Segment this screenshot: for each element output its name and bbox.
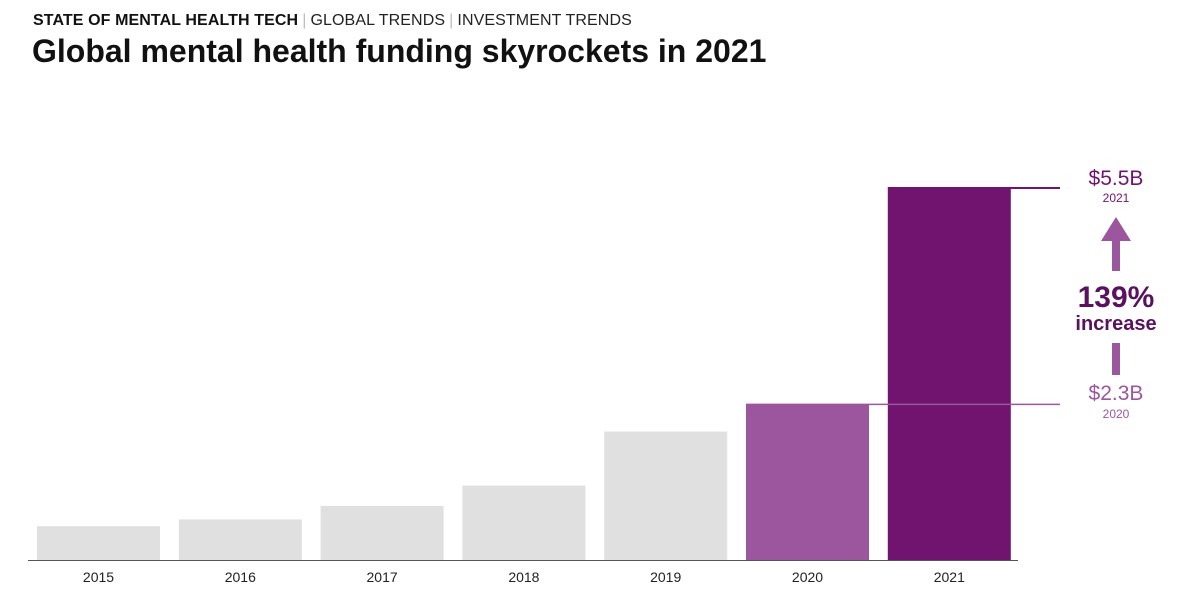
breadcrumb-global-trends[interactable]: GLOBAL TRENDS — [310, 12, 446, 29]
value-label-2020: $2.3B — [1089, 382, 1144, 405]
bar-2021[interactable] — [887, 188, 1011, 560]
change-annotation: $5.5B 2021 139% increase $2.3B 2020 — [746, 167, 1157, 421]
breadcrumb-separator: | — [302, 12, 307, 29]
arrow-shaft-lower — [1112, 343, 1120, 375]
tick-label-2015: 2015 — [83, 569, 114, 585]
breadcrumb-section[interactable]: STATE OF MENTAL HEALTH TECH — [33, 12, 299, 29]
arrow-up-icon — [1101, 217, 1131, 241]
bars-group — [37, 188, 1011, 560]
bar-2017[interactable] — [320, 505, 444, 560]
breadcrumb-separator: | — [449, 12, 454, 29]
change-percentage: 139% — [1078, 281, 1155, 314]
arrow-shaft-upper — [1112, 240, 1120, 271]
value-label-2021: $5.5B — [1089, 167, 1144, 190]
x-tick-labels: 2015 2016 2017 2018 2019 2020 2021 — [83, 569, 965, 585]
page-title: Global mental health funding skyrockets … — [32, 33, 767, 69]
year-label-2020: 2020 — [1103, 407, 1130, 421]
bar-2018[interactable] — [462, 485, 586, 560]
tick-label-2017: 2017 — [367, 569, 398, 585]
change-label: increase — [1075, 313, 1156, 335]
bar-2016[interactable] — [178, 519, 302, 560]
tick-label-2021: 2021 — [934, 569, 965, 585]
breadcrumb-investment-trends[interactable]: INVESTMENT TRENDS — [457, 12, 632, 29]
breadcrumb: STATE OF MENTAL HEALTH TECH | GLOBAL TREND… — [33, 12, 632, 30]
tick-label-2016: 2016 — [225, 569, 256, 585]
tick-label-2018: 2018 — [508, 569, 539, 585]
tick-label-2019: 2019 — [650, 569, 681, 585]
year-label-2021: 2021 — [1103, 191, 1130, 205]
bar-2020[interactable] — [746, 404, 869, 560]
tick-label-2020: 2020 — [792, 569, 823, 585]
bar-2019[interactable] — [604, 431, 728, 560]
bar-2015[interactable] — [37, 526, 160, 560]
